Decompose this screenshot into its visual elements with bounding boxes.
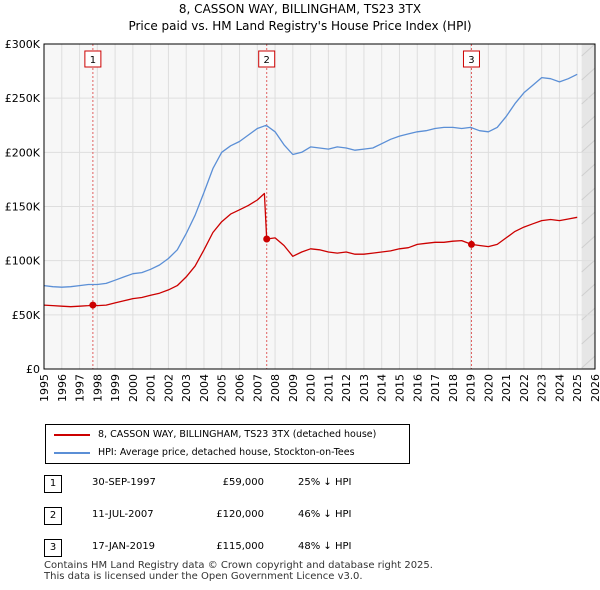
x-tick-label: 2020	[482, 374, 495, 402]
sale-marker-label: 1	[90, 55, 96, 66]
footer-copyright: Contains HM Land Registry data © Crown c…	[44, 560, 433, 571]
x-tick-label: 2022	[518, 374, 531, 402]
sale-point	[263, 235, 271, 243]
legend-label-property: 8, CASSON WAY, BILLINGHAM, TS23 3TX (det…	[98, 429, 377, 440]
y-tick-label: £250K	[5, 92, 41, 105]
legend-swatch-hpi	[54, 452, 90, 454]
x-tick-label: 2017	[429, 374, 442, 402]
x-tick-label: 2023	[536, 374, 549, 402]
plot-frame	[43, 43, 596, 370]
x-tick-label: 1996	[56, 374, 69, 402]
forecast-hatch	[581, 211, 596, 225]
sale-hpi-delta: 48% ↓ HPI	[298, 541, 352, 552]
x-tick-label: 2014	[376, 374, 389, 402]
chart-title-block: 8, CASSON WAY, BILLINGHAM, TS23 3TX Pric…	[0, 1, 600, 35]
footer: Contains HM Land Registry data © Crown c…	[44, 560, 584, 582]
forecast-hatch	[581, 115, 596, 129]
x-tick-label: 2004	[198, 374, 211, 402]
sale-number-badge: 3	[44, 539, 62, 557]
x-tick-label: 2005	[216, 374, 229, 402]
sale-date: 30-SEP-1997	[92, 477, 156, 488]
chart-title: 8, CASSON WAY, BILLINGHAM, TS23 3TX	[178, 2, 422, 16]
x-tick-label: 2006	[234, 374, 247, 402]
forecast-hatch	[581, 187, 596, 201]
sale-row: 1 30-SEP-1997 £59,000 25% ↓ HPI	[44, 473, 544, 505]
x-tick-label: 2010	[305, 374, 318, 402]
sale-point	[467, 240, 475, 248]
x-tick-label: 2008	[269, 374, 282, 402]
forecast-hatch	[581, 139, 596, 153]
forecast-hatch	[581, 43, 596, 57]
x-tick-label: 2001	[145, 374, 158, 402]
series-line	[43, 192, 578, 308]
x-tick-label: 1998	[91, 374, 104, 402]
forecast-hatch	[581, 283, 596, 297]
sale-marker-box	[462, 50, 480, 68]
sale-date: 17-JAN-2019	[92, 541, 156, 552]
forecast-hatch	[581, 307, 596, 321]
legend-label-hpi: HPI: Average price, detached house, Stoc…	[98, 447, 355, 458]
footer-licence: This data is licensed under the Open Gov…	[44, 571, 363, 582]
chart-subtitle: Price paid vs. HM Land Registry's House …	[128, 19, 472, 33]
x-tick-label: 2015	[393, 374, 406, 402]
x-tick-label: 2002	[162, 374, 175, 402]
sale-price: £115,000	[216, 541, 264, 552]
sale-price: £59,000	[222, 477, 264, 488]
forecast-hatch	[581, 67, 596, 81]
forecast-hatch	[581, 163, 596, 177]
forecast-hatch	[581, 331, 596, 345]
x-tick-label: 2016	[411, 374, 424, 402]
sale-hpi-delta: 46% ↓ HPI	[298, 509, 352, 520]
sale-number-badge: 1	[44, 475, 62, 493]
x-tick-label: 2007	[251, 374, 264, 402]
sale-hpi-delta: 25% ↓ HPI	[298, 477, 352, 488]
y-tick-label: £50K	[12, 309, 41, 322]
sale-marker-label: 2	[264, 55, 270, 66]
x-tick-label: 2018	[447, 374, 460, 402]
sale-marker-label: 3	[468, 55, 474, 66]
forecast-hatch	[581, 259, 596, 273]
y-tick-label: £0	[26, 363, 40, 376]
series-line	[43, 73, 578, 288]
x-tick-label: 2025	[571, 374, 584, 402]
x-tick-label: 2009	[287, 374, 300, 402]
sale-price: £120,000	[216, 509, 264, 520]
x-tick-label: 2013	[358, 374, 371, 402]
sale-date: 11-JUL-2007	[92, 509, 154, 520]
forecast-hatch	[581, 235, 596, 249]
sales-table: 1 30-SEP-1997 £59,000 25% ↓ HPI 2 11-JUL…	[44, 473, 544, 569]
sale-point	[89, 301, 97, 309]
x-tick-label: 2026	[589, 374, 600, 402]
x-tick-label: 1997	[74, 374, 87, 402]
price-chart: £0 £50K £100K £150K £200K £250K £300K 1995 1996 1…	[5, 38, 600, 402]
x-tick-label: 2003	[180, 374, 193, 402]
x-tick-label: 2000	[127, 374, 140, 402]
sale-number-badge: 2	[44, 507, 62, 525]
legend: 8, CASSON WAY, BILLINGHAM, TS23 3TX (det…	[45, 424, 410, 464]
y-tick-label: £150K	[5, 201, 41, 214]
legend-swatch-property	[54, 434, 90, 436]
x-tick-label: 2011	[322, 374, 335, 402]
x-tick-label: 2012	[340, 374, 353, 402]
y-tick-label: £100K	[5, 255, 41, 268]
x-tick-label: 2021	[500, 374, 513, 402]
sale-row: 3 17-JAN-2019 £115,000 48% ↓ HPI	[44, 537, 544, 569]
sale-marker-box	[84, 50, 102, 68]
x-tick-label: 1995	[38, 374, 51, 402]
forecast-hatch	[581, 355, 596, 369]
x-tick-label: 2024	[553, 374, 566, 402]
y-tick-label: £300K	[5, 38, 41, 51]
x-tick-label: 2019	[465, 374, 478, 402]
sale-row: 2 11-JUL-2007 £120,000 46% ↓ HPI	[44, 505, 544, 537]
y-tick-label: £200K	[5, 146, 41, 159]
sale-marker-box	[258, 50, 276, 68]
x-tick-label: 1999	[109, 374, 122, 402]
